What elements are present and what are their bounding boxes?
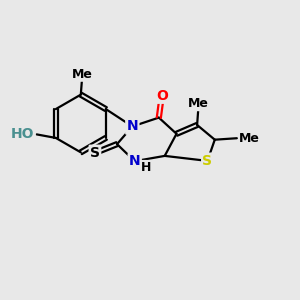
Text: N: N [129, 154, 140, 168]
Text: S: S [90, 146, 100, 160]
Text: Me: Me [72, 68, 93, 80]
Text: O: O [156, 88, 168, 103]
Text: O: O [156, 88, 168, 103]
Text: Me: Me [72, 68, 93, 80]
Text: HO: HO [11, 128, 34, 141]
Text: Me: Me [188, 97, 209, 110]
Text: Me: Me [239, 132, 260, 145]
Text: Me: Me [239, 132, 260, 145]
Text: S: S [202, 154, 212, 168]
Text: H: H [141, 161, 151, 174]
Text: N: N [127, 119, 138, 134]
Text: S: S [202, 154, 212, 168]
Text: S: S [90, 146, 100, 160]
Text: N: N [127, 119, 138, 134]
Text: N: N [129, 154, 140, 168]
Text: Me: Me [188, 97, 209, 110]
Text: H: H [141, 161, 151, 174]
Text: HO: HO [11, 128, 34, 141]
